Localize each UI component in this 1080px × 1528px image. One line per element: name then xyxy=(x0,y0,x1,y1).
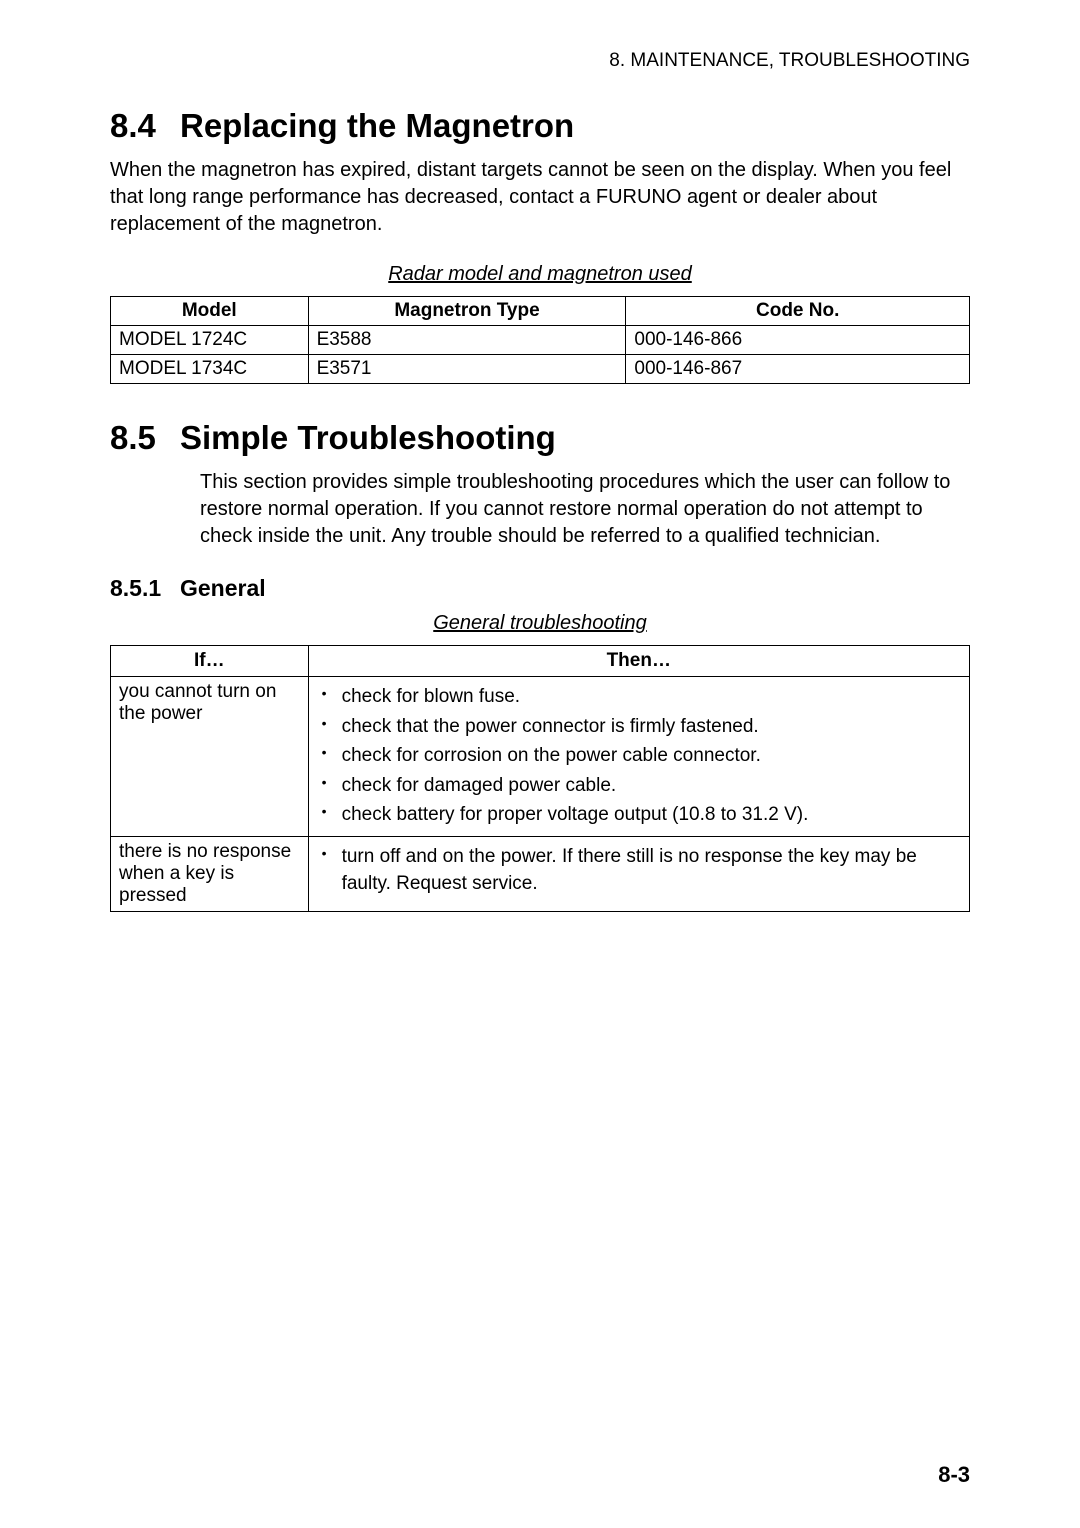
subsection-heading-8-5-1: 8.5.1General xyxy=(110,575,970,602)
section-number: 8.4 xyxy=(110,107,180,145)
cell: MODEL 1724C xyxy=(111,326,309,355)
then-list: turn off and on the power. If there stil… xyxy=(317,844,961,897)
table-row: MODEL 1734C E3571 000-146-867 xyxy=(111,355,970,384)
table-caption-troubleshooting: General troubleshooting xyxy=(110,612,970,635)
cell: E3588 xyxy=(308,326,626,355)
cell: 000-146-867 xyxy=(626,355,970,384)
cell: E3571 xyxy=(308,355,626,384)
if-cell: there is no response when a key is press… xyxy=(111,836,309,911)
list-item: check that the power connector is firmly… xyxy=(317,714,961,741)
list-item: check for corrosion on the power cable c… xyxy=(317,743,961,770)
col-magnetron-type: Magnetron Type xyxy=(308,297,626,326)
page-number: 8-3 xyxy=(938,1462,970,1488)
list-item: check battery for proper voltage output … xyxy=(317,802,961,829)
cell: MODEL 1734C xyxy=(111,355,309,384)
troubleshooting-table: If… Then… you cannot turn on the power c… xyxy=(110,645,970,912)
if-cell: you cannot turn on the power xyxy=(111,677,309,837)
magnetron-table: Model Magnetron Type Code No. MODEL 1724… xyxy=(110,296,970,384)
cell: 000-146-866 xyxy=(626,326,970,355)
table-row: MODEL 1724C E3588 000-146-866 xyxy=(111,326,970,355)
section-8-5-body: This section provides simple troubleshoo… xyxy=(200,469,970,550)
section-heading-8-5: 8.5Simple Troubleshooting xyxy=(110,419,970,457)
section-heading-8-4: 8.4Replacing the Magnetron xyxy=(110,107,970,145)
section-8-4-body: When the magnetron has expired, distant … xyxy=(110,157,970,238)
col-then: Then… xyxy=(308,646,969,677)
col-model: Model xyxy=(111,297,309,326)
list-item: check for blown fuse. xyxy=(317,684,961,711)
then-cell: turn off and on the power. If there stil… xyxy=(308,836,969,911)
subsection-title: General xyxy=(180,575,266,601)
col-code-no: Code No. xyxy=(626,297,970,326)
table-row: there is no response when a key is press… xyxy=(111,836,970,911)
list-item: turn off and on the power. If there stil… xyxy=(317,844,961,897)
col-if: If… xyxy=(111,646,309,677)
subsection-number: 8.5.1 xyxy=(110,575,180,602)
table-row: you cannot turn on the power check for b… xyxy=(111,677,970,837)
then-list: check for blown fuse. check that the pow… xyxy=(317,684,961,829)
page-header: 8. MAINTENANCE, TROUBLESHOOTING xyxy=(110,50,970,72)
section-title: Simple Troubleshooting xyxy=(180,419,556,456)
table-caption-magnetron: Radar model and magnetron used xyxy=(110,263,970,286)
section-title: Replacing the Magnetron xyxy=(180,107,574,144)
list-item: check for damaged power cable. xyxy=(317,773,961,800)
section-number: 8.5 xyxy=(110,419,180,457)
then-cell: check for blown fuse. check that the pow… xyxy=(308,677,969,837)
